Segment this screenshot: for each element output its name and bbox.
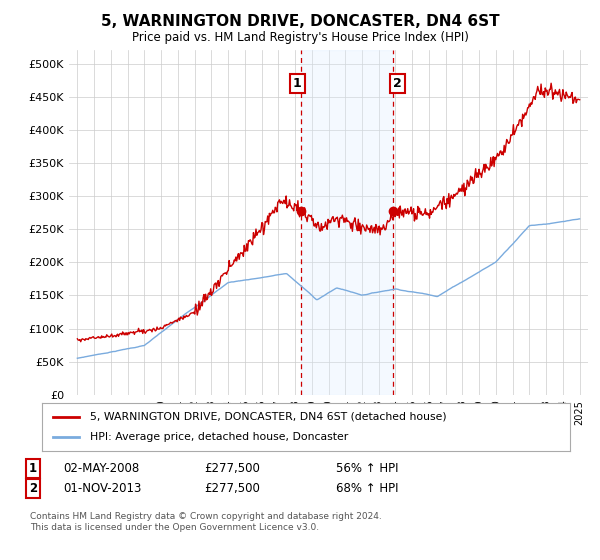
Text: HPI: Average price, detached house, Doncaster: HPI: Average price, detached house, Donc… xyxy=(89,432,348,442)
Text: 5, WARNINGTON DRIVE, DONCASTER, DN4 6ST: 5, WARNINGTON DRIVE, DONCASTER, DN4 6ST xyxy=(101,14,499,29)
Text: 1: 1 xyxy=(29,462,37,475)
Text: £277,500: £277,500 xyxy=(204,482,260,496)
Text: 1: 1 xyxy=(293,77,302,90)
Text: 2: 2 xyxy=(29,482,37,496)
Text: 68% ↑ HPI: 68% ↑ HPI xyxy=(336,482,398,496)
Text: 02-MAY-2008: 02-MAY-2008 xyxy=(63,462,139,475)
Text: Contains HM Land Registry data © Crown copyright and database right 2024.
This d: Contains HM Land Registry data © Crown c… xyxy=(30,512,382,532)
Text: 5, WARNINGTON DRIVE, DONCASTER, DN4 6ST (detached house): 5, WARNINGTON DRIVE, DONCASTER, DN4 6ST … xyxy=(89,412,446,422)
Text: 56% ↑ HPI: 56% ↑ HPI xyxy=(336,462,398,475)
Text: 01-NOV-2013: 01-NOV-2013 xyxy=(63,482,142,496)
Text: Price paid vs. HM Land Registry's House Price Index (HPI): Price paid vs. HM Land Registry's House … xyxy=(131,31,469,44)
Text: 2: 2 xyxy=(393,77,402,90)
Bar xyxy=(301,50,392,395)
Text: £277,500: £277,500 xyxy=(204,462,260,475)
